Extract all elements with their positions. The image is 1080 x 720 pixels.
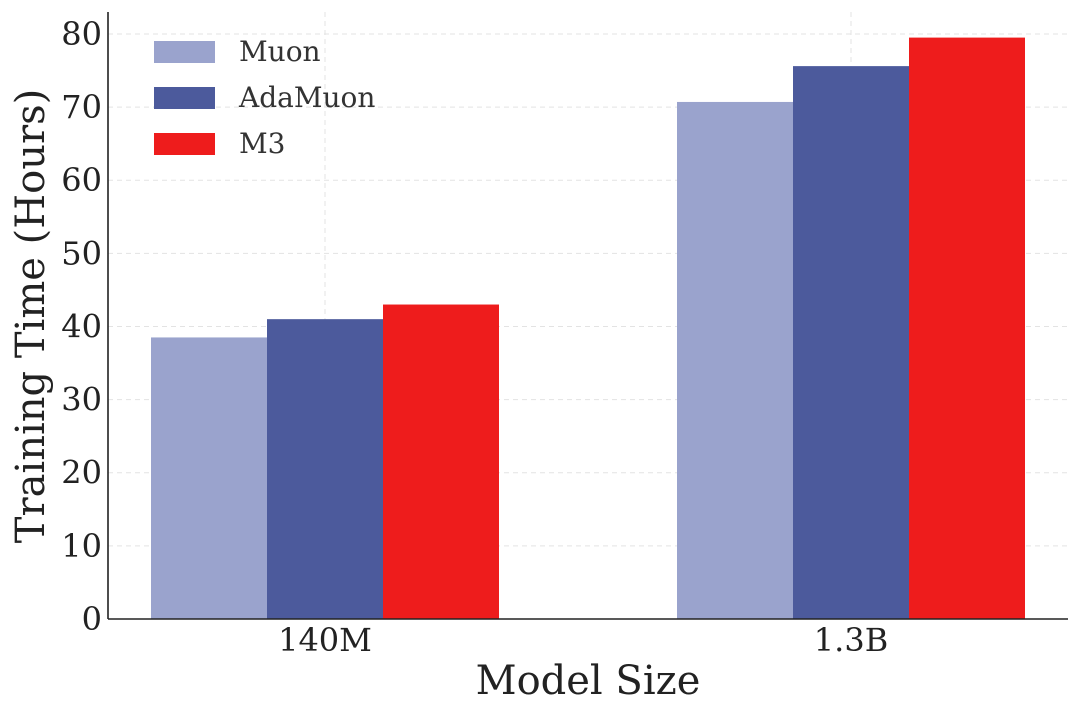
y-tick-label: 60 xyxy=(61,161,102,199)
bar-muon-1-3b xyxy=(677,101,793,620)
bar-adamuon-140m xyxy=(267,319,383,619)
bar-m3-140m xyxy=(383,304,499,619)
y-ticks: 0 10 20 30 40 50 60 70 80 xyxy=(61,15,102,638)
legend-swatch-muon xyxy=(154,41,215,63)
legend-label-adamuon: AdaMuon xyxy=(238,81,375,114)
bar-adamuon-1-3b xyxy=(793,66,909,620)
x-tick-label: 1.3B xyxy=(814,621,888,659)
y-tick-label: 30 xyxy=(61,381,102,419)
x-ticks: 140M 1.3B xyxy=(278,621,888,659)
y-tick-label: 50 xyxy=(61,234,102,272)
bars xyxy=(151,37,1025,620)
x-axis-title: Model Size xyxy=(476,658,701,704)
x-tick-label: 140M xyxy=(278,621,372,659)
y-tick-label: 70 xyxy=(61,88,102,126)
y-tick-label: 20 xyxy=(61,454,102,492)
y-tick-label: 10 xyxy=(61,527,102,565)
legend-swatch-adamuon xyxy=(154,87,215,109)
legend: Muon AdaMuon M3 xyxy=(154,35,375,160)
y-tick-label: 80 xyxy=(61,15,102,53)
y-axis-title: Training Time (Hours) xyxy=(8,89,54,543)
axes xyxy=(107,12,1068,620)
legend-label-muon: Muon xyxy=(239,35,321,68)
legend-label-m3: M3 xyxy=(239,127,285,160)
y-tick-label: 0 xyxy=(82,600,102,638)
y-tick-label: 40 xyxy=(61,307,102,345)
bar-muon-140m xyxy=(151,337,267,619)
bar-m3-1-3b xyxy=(909,37,1025,620)
legend-swatch-m3 xyxy=(154,133,215,155)
